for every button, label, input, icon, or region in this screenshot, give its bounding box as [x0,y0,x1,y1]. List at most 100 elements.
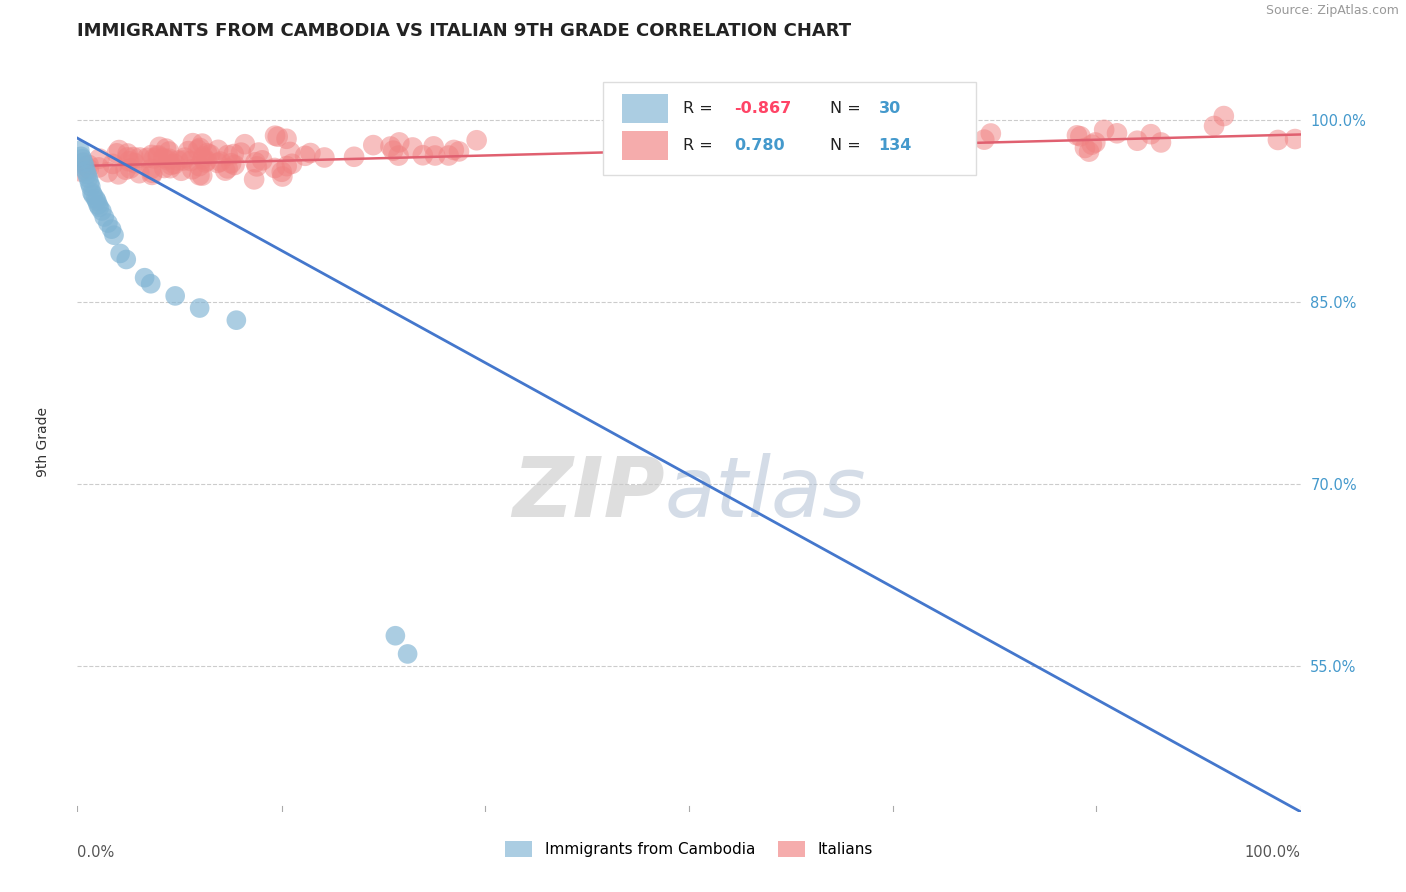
Point [883,149,905,163]
Point [387,148,409,162]
Point [157,145,180,159]
Point [181,162,204,177]
Point [120,161,142,176]
Point [465,133,488,147]
Point [447,145,470,159]
Point [382,144,405,158]
Point [108,143,131,157]
Point [1078,145,1101,159]
Point [136,151,159,165]
Point [73,159,96,173]
Point [75,164,97,178]
Point [173,151,195,165]
Point [90,203,112,218]
Point [759,143,782,157]
Point [108,246,131,260]
Point [225,313,247,327]
Point [139,162,162,177]
Point [752,149,775,163]
Point [159,161,181,176]
Point [443,143,465,157]
Point [77,161,100,176]
FancyBboxPatch shape [603,82,976,175]
Point [243,172,266,186]
Point [980,127,1002,141]
Point [87,198,110,212]
Point [207,156,229,170]
Text: IMMIGRANTS FROM CAMBODIA VS ITALIAN 9TH GRADE CORRELATION CHART: IMMIGRANTS FROM CAMBODIA VS ITALIAN 9TH … [77,22,852,40]
Point [207,143,229,157]
Text: 0.0%: 0.0% [77,845,114,860]
Point [191,136,214,151]
Point [82,188,104,202]
Point [973,133,995,147]
Point [77,158,100,172]
Point [84,192,107,206]
Legend: Immigrants from Cambodia, Italians: Immigrants from Cambodia, Italians [499,835,879,863]
Point [172,153,194,168]
Text: R =: R = [683,101,717,116]
Point [384,629,406,643]
Point [156,153,179,168]
Point [214,163,236,178]
Point [697,153,720,167]
Point [188,301,211,315]
Point [252,153,274,168]
Point [143,152,166,166]
Point [299,146,322,161]
Point [263,161,285,175]
Point [270,165,292,179]
Point [128,151,150,165]
Point [180,154,202,169]
Text: N =: N = [830,101,866,116]
Point [117,150,139,164]
Point [101,157,124,171]
Point [187,143,209,157]
Point [89,152,111,166]
Point [69,143,91,157]
Point [122,150,145,164]
Point [107,167,129,181]
Bar [621,130,668,161]
Point [233,137,256,152]
Point [105,146,128,161]
Point [423,148,446,162]
Point [1084,136,1107,150]
Point [1126,134,1149,148]
Point [650,136,672,150]
Point [160,158,183,172]
Point [146,149,169,163]
Text: 134: 134 [879,138,912,153]
Point [276,159,298,173]
Point [773,137,796,152]
Point [141,168,163,182]
Point [723,133,745,147]
Point [77,171,100,186]
Point [396,647,419,661]
Point [401,140,423,154]
Point [155,142,177,156]
Point [128,166,150,180]
Point [1140,127,1163,141]
Point [165,289,187,303]
Point [762,141,785,155]
Point [188,159,211,173]
Text: 30: 30 [879,101,901,116]
Text: N =: N = [830,138,866,153]
Point [1284,132,1306,146]
Point [72,156,94,170]
Point [100,222,122,236]
Point [70,152,93,166]
Point [149,140,172,154]
Text: 9th Grade: 9th Grade [37,407,51,476]
Point [224,158,246,172]
Point [86,194,108,209]
Point [380,139,402,153]
Point [177,144,200,158]
Point [141,166,163,180]
Point [343,150,366,164]
Point [188,141,211,155]
Point [117,146,139,161]
Point [1081,137,1104,152]
Point [1212,109,1234,123]
